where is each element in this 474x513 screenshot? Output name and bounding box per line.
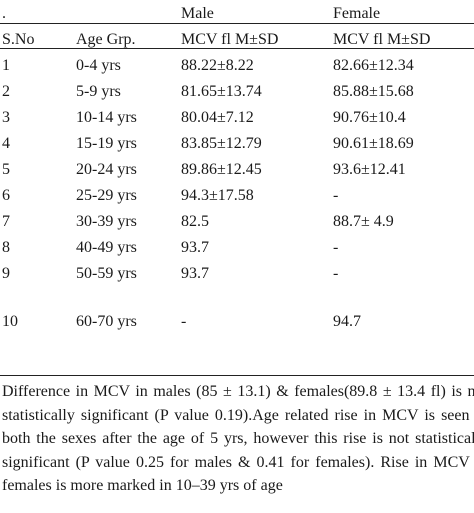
group-header-male: Male [181,5,214,22]
mcv-table: . Male Female S.No Age Grp. MCV fl M±SD … [0,0,474,376]
header-top-rule [0,23,474,24]
cell-sno: 5 [2,161,10,178]
table-row: 3 10-14 yrs 80.04±7.12 90.76±10.4 [0,104,474,130]
cell-female: - [333,239,339,256]
group-header-lead: . [2,5,6,22]
col-header-age: Age Grp. [76,31,136,48]
col-header-male-mcv: MCV fl M±SD [181,31,279,48]
cell-male: 82.5 [181,213,209,230]
cell-age: 50-59 yrs [76,265,137,282]
cell-male: 93.7 [181,265,209,282]
table-row: 5 20-24 yrs 89.86±12.45 93.6±12.41 [0,156,474,182]
cell-sno: 7 [2,213,10,230]
cell-sno: 2 [2,83,10,100]
cell-female: 85.88±15.68 [333,83,414,100]
cell-age: 5-9 yrs [76,83,121,100]
cell-male: 81.65±13.74 [181,83,262,100]
cell-age: 20-24 yrs [76,161,137,178]
cell-male: 94.3±17.58 [181,187,254,204]
group-header-female: Female [333,5,381,22]
table-footnote: Difference in MCV in males (85 ± 13.1) &… [2,383,474,494]
cell-female: 88.7± 4.9 [333,213,394,230]
cell-age: 60-70 yrs [76,313,137,330]
cell-female: - [333,187,339,204]
table-row: 7 30-39 yrs 82.5 88.7± 4.9 [0,208,474,234]
table-row: 6 25-29 yrs 94.3±17.58 - [0,182,474,208]
table-row: 8 40-49 yrs 93.7 - [0,234,474,260]
table-row: 10 60-70 yrs - 94.7 [0,286,474,334]
cell-male: 83.85±12.79 [181,135,262,152]
table-row: 1 0-4 yrs 88.22±8.22 82.66±12.34 [0,52,474,78]
cell-sno: 6 [2,187,10,204]
table-bottom-rule [0,375,474,376]
cell-female: 93.6±12.41 [333,161,406,178]
cell-age: 10-14 yrs [76,109,137,126]
cell-sno: 8 [2,239,10,256]
cell-age: 15-19 yrs [76,135,137,152]
header-bottom-rule [0,48,474,49]
cell-female: 94.7 [333,313,361,330]
cell-age: 40-49 yrs [76,239,137,256]
cell-age: 30-39 yrs [76,213,137,230]
cell-age: 0-4 yrs [76,57,121,74]
cell-male: 80.04±7.12 [181,109,254,126]
col-header-sno: S.No [2,31,35,48]
cell-age: 25-29 yrs [76,187,137,204]
cell-sno: 9 [2,265,10,282]
cell-male: 88.22±8.22 [181,57,254,74]
cell-female: 90.76±10.4 [333,109,406,126]
cell-sno: 3 [2,109,10,126]
table-row: 4 15-19 yrs 83.85±12.79 90.61±18.69 [0,130,474,156]
cell-female: - [333,265,339,282]
table-row: 9 50-59 yrs 93.7 - [0,260,474,286]
group-header-row: . Male Female [0,0,474,26]
cell-sno: 4 [2,135,10,152]
cell-female: 82.66±12.34 [333,57,414,74]
cell-male: 93.7 [181,239,209,256]
cell-female: 90.61±18.69 [333,135,414,152]
cell-sno: 10 [2,313,18,330]
column-header-row: S.No Age Grp. MCV fl M±SD MCV fl M±SD [0,26,474,52]
cell-male: 89.86±12.45 [181,161,262,178]
col-header-female-mcv: MCV fl M±SD [333,31,431,48]
cell-male: - [181,313,187,330]
table-row: 2 5-9 yrs 81.65±13.74 85.88±15.68 [0,78,474,104]
cell-sno: 1 [2,57,10,74]
